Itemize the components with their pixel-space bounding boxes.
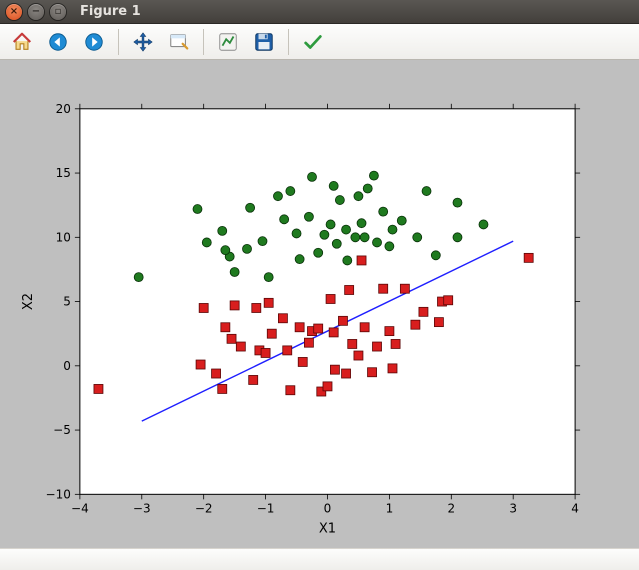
subplots-button[interactable]	[212, 27, 244, 57]
svg-text:X1: X1	[319, 521, 336, 536]
svg-text:2: 2	[447, 501, 455, 515]
svg-text:−3: −3	[133, 501, 151, 515]
window-title: Figure 1	[80, 4, 141, 19]
back-button[interactable]	[42, 27, 74, 57]
move-icon	[132, 31, 154, 53]
statusbar	[0, 548, 639, 570]
check-icon	[302, 31, 324, 53]
home-icon	[11, 31, 33, 53]
titlebar: × − ▫ Figure 1	[0, 0, 639, 24]
svg-text:5: 5	[63, 295, 71, 309]
zoom-rect-icon	[168, 31, 190, 53]
toolbar-separator	[118, 29, 119, 55]
zoom-button[interactable]	[163, 27, 195, 57]
svg-text:4: 4	[571, 501, 579, 515]
toolbar-separator	[203, 29, 204, 55]
svg-text:0: 0	[324, 501, 332, 515]
edit-params-button[interactable]	[297, 27, 329, 57]
svg-text:−5: −5	[53, 423, 71, 437]
svg-text:0: 0	[63, 359, 71, 373]
svg-text:−2: −2	[195, 501, 213, 515]
svg-text:−1: −1	[257, 501, 275, 515]
home-button[interactable]	[6, 27, 38, 57]
svg-text:X2: X2	[21, 293, 36, 310]
floppy-icon	[253, 31, 275, 53]
arrow-left-icon	[47, 31, 69, 53]
scatter-chart: −4−3−2−101234−10−505101520X1X2	[0, 60, 639, 548]
figure-window: × − ▫ Figure 1	[0, 0, 639, 570]
svg-text:10: 10	[56, 230, 71, 244]
mpl-toolbar	[0, 24, 639, 60]
svg-text:3: 3	[509, 501, 517, 515]
svg-text:−10: −10	[46, 487, 71, 501]
plot-canvas[interactable]: −4−3−2−101234−10−505101520X1X2	[0, 60, 639, 548]
close-icon[interactable]: ×	[6, 4, 22, 20]
subplots-icon	[217, 31, 239, 53]
maximize-icon[interactable]: ▫	[50, 4, 66, 20]
svg-text:15: 15	[56, 166, 71, 180]
pan-button[interactable]	[127, 27, 159, 57]
svg-text:1: 1	[386, 501, 394, 515]
arrow-right-icon	[83, 31, 105, 53]
svg-text:20: 20	[56, 102, 71, 116]
save-button[interactable]	[248, 27, 280, 57]
toolbar-separator	[288, 29, 289, 55]
forward-button[interactable]	[78, 27, 110, 57]
svg-text:−4: −4	[71, 501, 89, 515]
minimize-icon[interactable]: −	[28, 4, 44, 20]
